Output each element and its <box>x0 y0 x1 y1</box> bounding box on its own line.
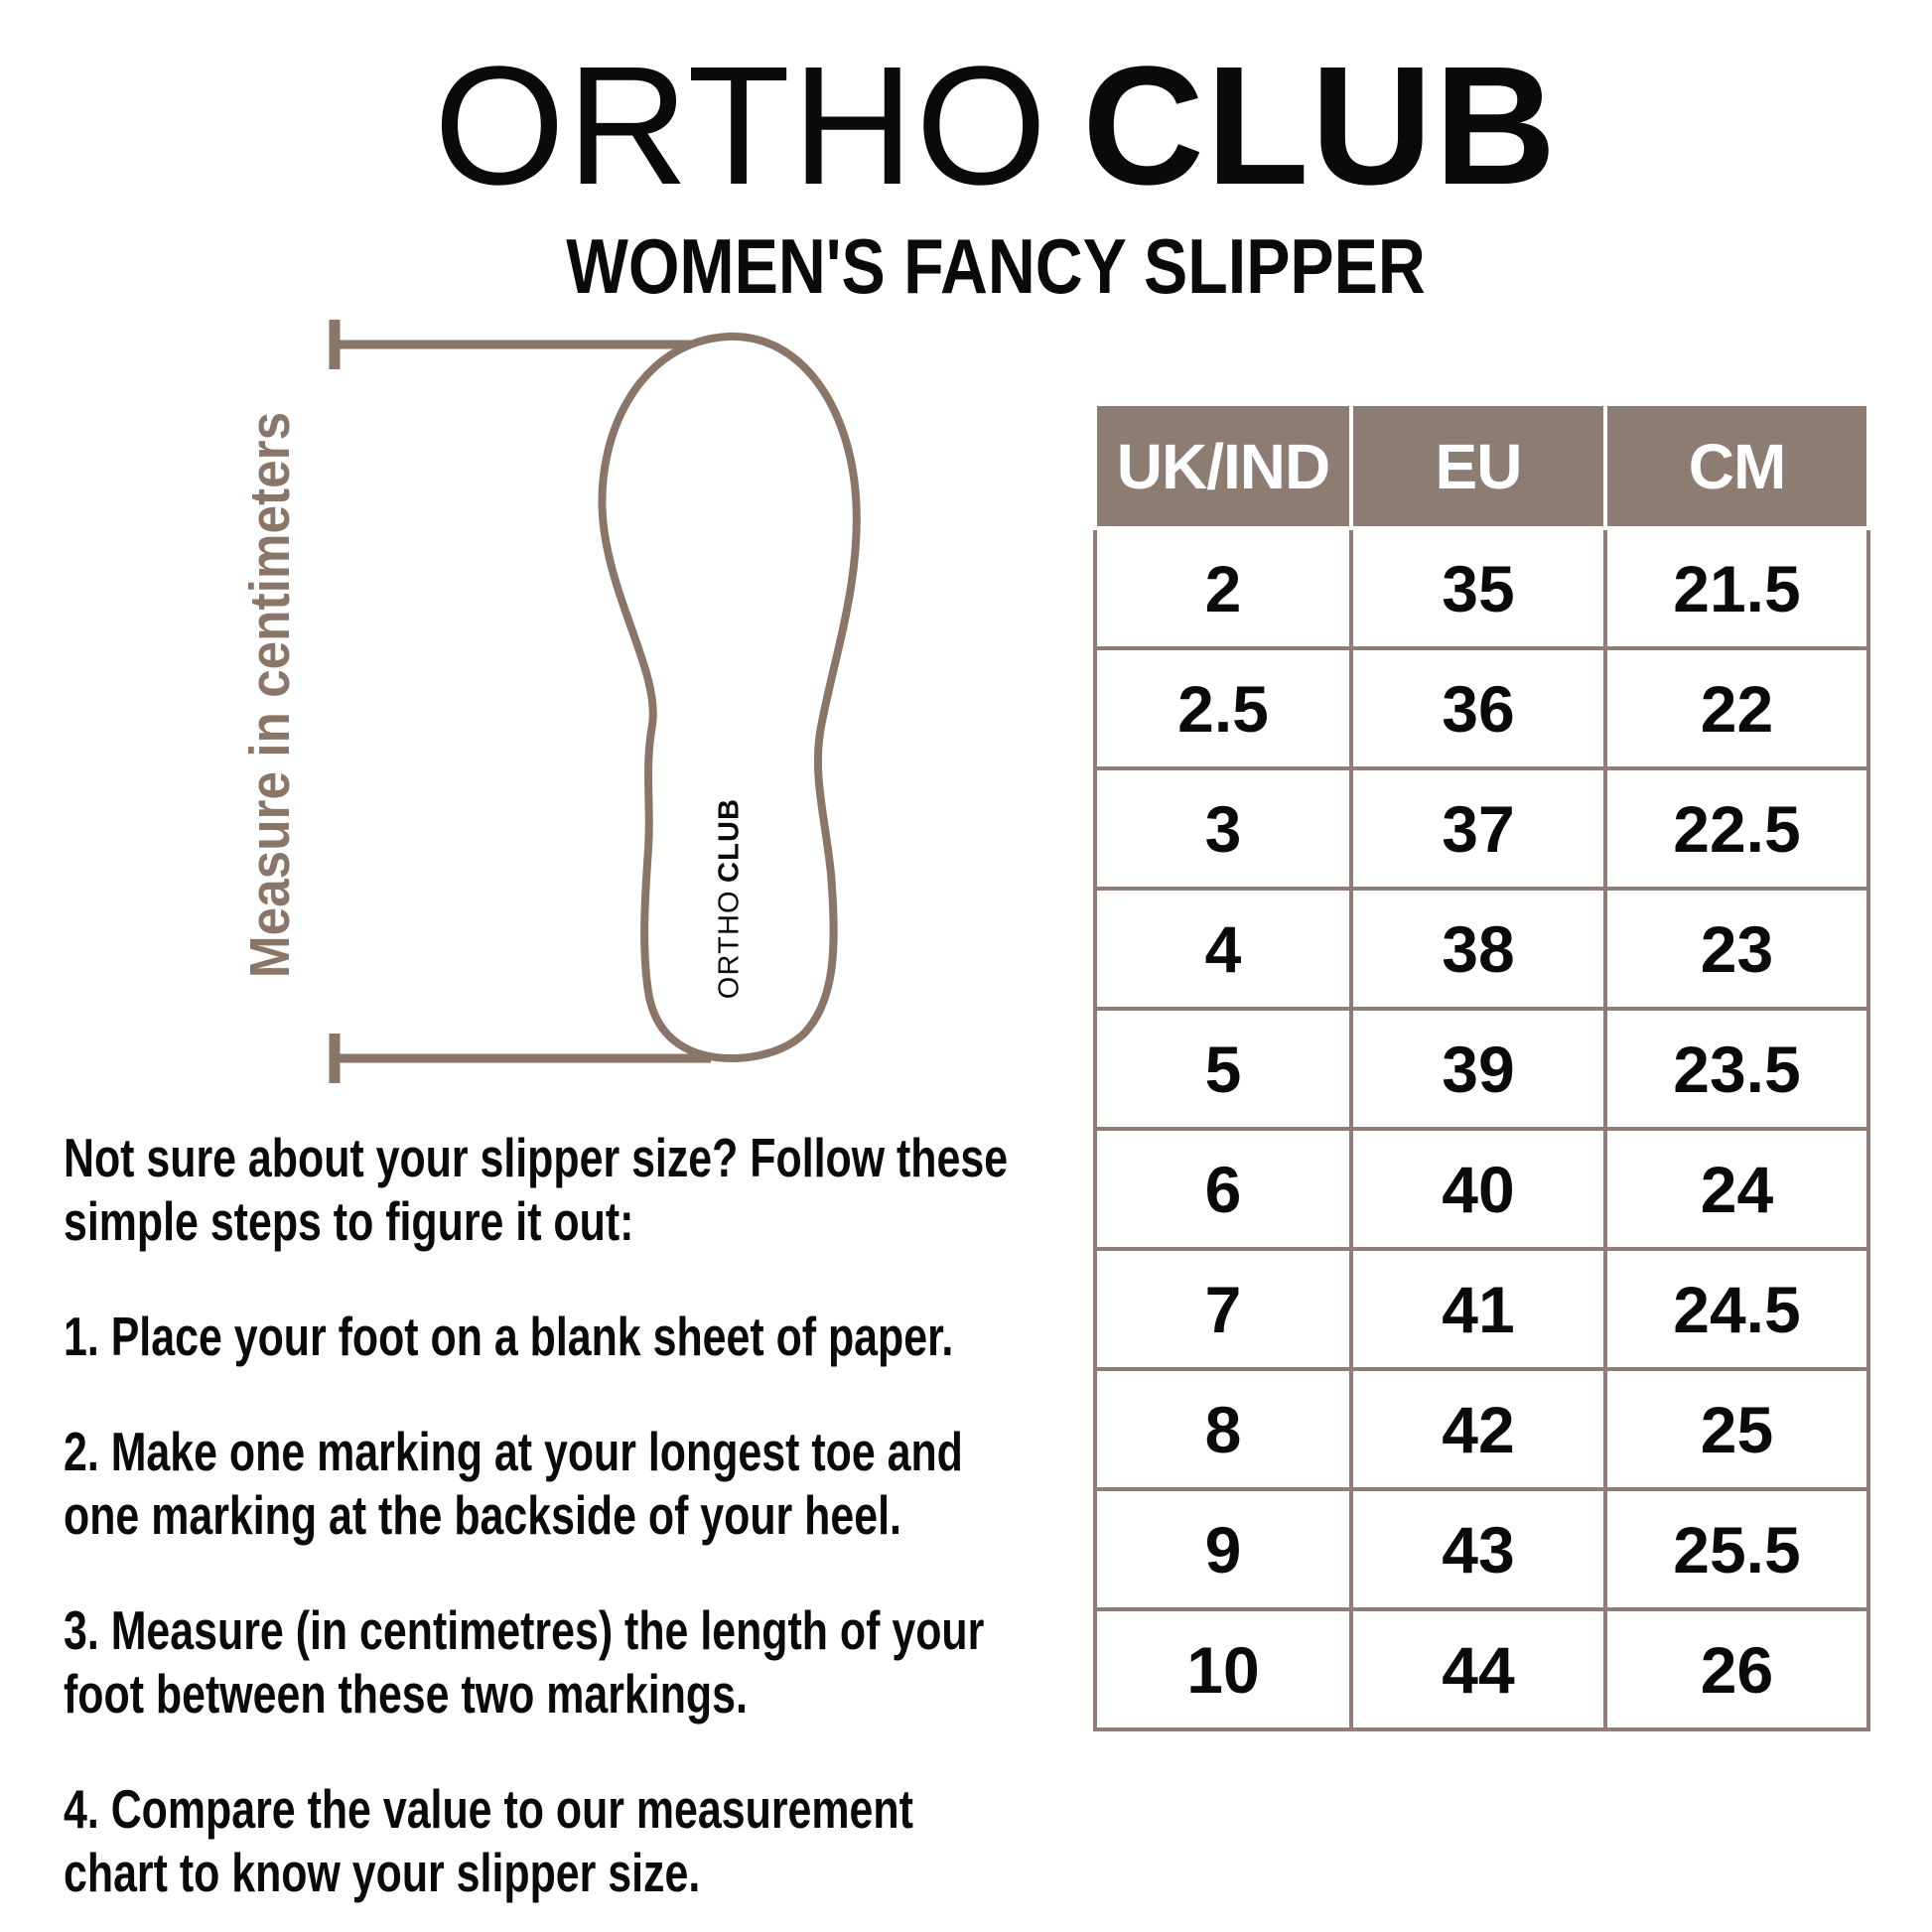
brand-name-bold: CLUB <box>1082 32 1559 220</box>
brand-name-regular: ORTHO <box>433 32 1049 220</box>
cell-eu: 36 <box>1349 646 1607 770</box>
insole-brand-regular: ORTHO <box>713 890 746 1000</box>
table-row: 2 35 21.5 <box>1093 526 1870 650</box>
table-row: 4 38 23 <box>1093 887 1870 1011</box>
instruction-step-4: 4. Compare the value to our measurement … <box>64 1778 913 1903</box>
size-table: UK/IND EU CM 2 35 21.5 2.5 36 22 3 37 22… <box>1093 402 1870 1731</box>
measure-units-label: Measure in centimeters <box>238 411 302 979</box>
table-row: 6 40 24 <box>1093 1127 1870 1251</box>
cell-cm: 26 <box>1603 1607 1870 1731</box>
cell-cm: 22 <box>1603 646 1870 770</box>
instruction-step-3: 3. Measure (in centimetres) the length o… <box>64 1599 985 1725</box>
cell-uk: 9 <box>1093 1487 1353 1611</box>
cell-uk: 7 <box>1093 1247 1353 1371</box>
cell-eu: 43 <box>1349 1487 1607 1611</box>
cell-uk: 6 <box>1093 1127 1353 1251</box>
cell-cm: 24 <box>1603 1127 1870 1251</box>
page-title: ORTHO CLUB <box>30 40 1932 213</box>
table-row: 5 39 23.5 <box>1093 1007 1870 1131</box>
cell-eu: 38 <box>1349 887 1607 1011</box>
page-subtitle: WOMEN'S FANCY SLIPPER <box>566 222 1426 310</box>
insole-brand-label: ORTHO CLUB <box>714 798 747 999</box>
sizing-instructions: Not sure about your slipper size? Follow… <box>64 1126 1148 1932</box>
cell-uk: 8 <box>1093 1367 1353 1491</box>
cell-uk: 5 <box>1093 1007 1353 1131</box>
table-row: 3 37 22.5 <box>1093 766 1870 891</box>
cell-eu: 44 <box>1349 1607 1607 1731</box>
foot-outline <box>598 332 861 1063</box>
cell-uk: 4 <box>1093 887 1353 1011</box>
instruction-step-2: 2. Make one marking at your longest toe … <box>64 1421 963 1546</box>
cell-cm: 25.5 <box>1603 1487 1870 1611</box>
insole-brand-bold: CLUB <box>713 797 746 883</box>
table-row: 2.5 36 22 <box>1093 646 1870 770</box>
cell-eu: 41 <box>1349 1247 1607 1371</box>
cell-uk: 10 <box>1093 1607 1353 1731</box>
table-row: 8 42 25 <box>1093 1367 1870 1491</box>
cell-uk: 2.5 <box>1093 646 1353 770</box>
cell-uk: 2 <box>1093 526 1353 650</box>
cell-eu: 40 <box>1349 1127 1607 1251</box>
cell-cm: 21.5 <box>1603 526 1870 650</box>
table-row: 10 44 26 <box>1093 1607 1870 1731</box>
cell-eu: 42 <box>1349 1367 1607 1491</box>
instruction-step-1: 1. Place your foot on a blank sheet of p… <box>64 1306 954 1367</box>
instructions-intro: Not sure about your slipper size? Follow… <box>64 1127 1009 1252</box>
cell-cm: 23.5 <box>1603 1007 1870 1131</box>
column-header-eu: EU <box>1349 402 1607 530</box>
cell-cm: 23 <box>1603 887 1870 1011</box>
cell-eu: 39 <box>1349 1007 1607 1131</box>
column-header-cm: CM <box>1603 402 1870 530</box>
table-row: 7 41 24.5 <box>1093 1247 1870 1371</box>
column-header-uk-ind: UK/IND <box>1093 402 1353 530</box>
size-table-header-row: UK/IND EU CM <box>1093 402 1870 530</box>
cell-uk: 3 <box>1093 766 1353 891</box>
cell-cm: 22.5 <box>1603 766 1870 891</box>
cell-eu: 37 <box>1349 766 1607 891</box>
cell-cm: 24.5 <box>1603 1247 1870 1371</box>
table-row: 9 43 25.5 <box>1093 1487 1870 1611</box>
cell-eu: 35 <box>1349 526 1607 650</box>
foot-measure-diagram <box>329 320 861 1083</box>
cell-cm: 25 <box>1603 1367 1870 1491</box>
